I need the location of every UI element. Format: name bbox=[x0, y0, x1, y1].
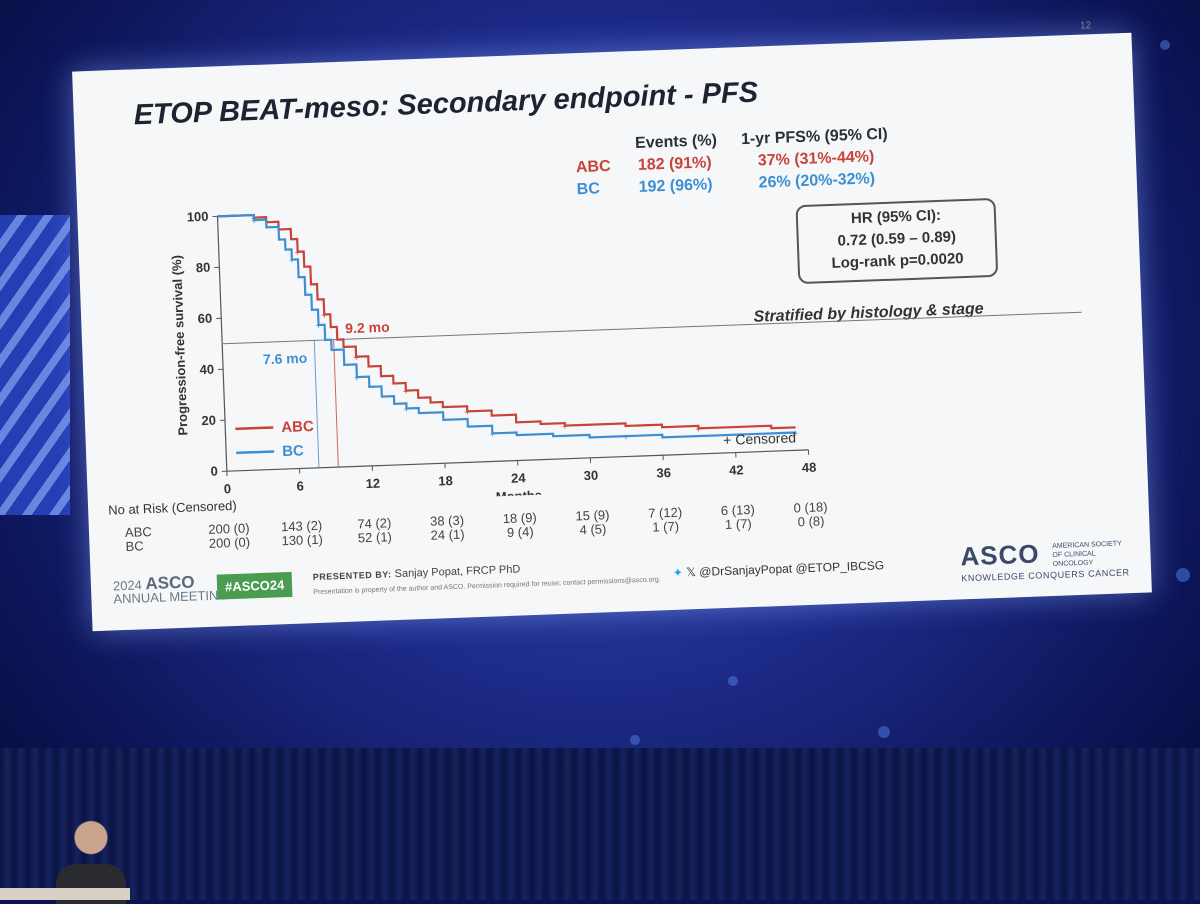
stage-curtain bbox=[0, 748, 1200, 900]
x-tick-label: 6 bbox=[296, 478, 304, 493]
x-tick-label: 18 bbox=[438, 473, 453, 489]
y-axis-title: Progression-free survival (%) bbox=[169, 255, 191, 436]
asco-org-text: AMERICAN SOCIETY OF CLINICAL ONCOLOGY bbox=[1052, 539, 1133, 569]
censor-mark-bc: + bbox=[489, 429, 495, 440]
censor-mark-bc: + bbox=[403, 404, 409, 415]
x-tick-label: 48 bbox=[802, 460, 817, 476]
at-risk-cell: 24 (1) bbox=[415, 526, 480, 543]
presentation-slide: 12 ETOP BEAT-meso: Secondary endpoint - … bbox=[72, 33, 1152, 631]
legend-swatch-bc bbox=[236, 451, 274, 452]
x-tick-label: 36 bbox=[656, 465, 671, 481]
x-tick-label: 30 bbox=[583, 468, 598, 484]
y-tick-label: 20 bbox=[201, 413, 216, 429]
legend-label-abc: ABC bbox=[281, 418, 314, 436]
median-drop-line-abc bbox=[334, 340, 339, 467]
series-line-abc bbox=[217, 195, 795, 448]
y-tick-label: 80 bbox=[196, 260, 211, 276]
handles-text: @DrSanjayPopat @ETOP_IBCSG bbox=[699, 558, 884, 579]
censor-mark-abc: + bbox=[295, 248, 301, 259]
x-axis-title: Months bbox=[496, 488, 543, 505]
at-risk-cell: 1 (7) bbox=[633, 518, 698, 535]
at-risk-cell: 1 (7) bbox=[706, 515, 771, 532]
x-icon: 𝕏 bbox=[686, 565, 696, 579]
twitter-bird-icon: ✦ bbox=[673, 566, 684, 580]
median-label-bc: 7.6 mo bbox=[263, 350, 308, 368]
censor-mark-bc: + bbox=[289, 255, 295, 266]
presented-label: PRESENTED BY: bbox=[313, 569, 392, 582]
censor-mark-bc: + bbox=[251, 216, 257, 227]
censor-mark-abc: + bbox=[562, 422, 568, 433]
x-tick-label: 42 bbox=[729, 462, 744, 478]
background-dot bbox=[1160, 40, 1170, 50]
at-risk-cell: 130 (1) bbox=[270, 531, 335, 548]
at-risk-cell: 4 (5) bbox=[561, 521, 626, 538]
podium bbox=[0, 888, 130, 900]
y-tick-label: 40 bbox=[199, 362, 214, 378]
background-dot bbox=[1176, 568, 1190, 582]
at-risk-cell: 0 (8) bbox=[779, 513, 844, 530]
median-label-abc: 9.2 mo bbox=[345, 319, 390, 337]
background-dot bbox=[728, 676, 738, 686]
censor-mark-bc: + bbox=[354, 373, 360, 384]
x-tick-label: 24 bbox=[511, 470, 527, 486]
meeting-sub: ANNUAL MEETING bbox=[113, 587, 229, 606]
slide-number: 12 bbox=[1080, 20, 1092, 31]
y-tick-label: 100 bbox=[187, 209, 209, 225]
y-tick-label: 60 bbox=[197, 311, 212, 327]
x-tick-label: 12 bbox=[365, 476, 380, 492]
y-tick-label: 0 bbox=[210, 464, 218, 479]
asco-logo-text: ASCO bbox=[960, 538, 1040, 571]
censor-mark-abc: + bbox=[695, 424, 701, 435]
censor-mark-abc: + bbox=[321, 310, 327, 321]
hashtag-badge: #ASCO24 bbox=[217, 572, 293, 600]
background-dot bbox=[878, 726, 890, 738]
meeting-logo: 2024 ASCO ANNUAL MEETING bbox=[113, 574, 229, 605]
at-risk-cell: 52 (1) bbox=[343, 529, 408, 546]
median-drop-line-bc bbox=[314, 340, 319, 467]
presenter-line: PRESENTED BY: Sanjay Popat, FRCP PhD bbox=[313, 564, 521, 584]
at-risk-cell: 9 (4) bbox=[488, 523, 553, 540]
legend-swatch-abc bbox=[235, 427, 273, 428]
censor-mark-bc: + bbox=[623, 432, 629, 443]
asco-logo: ASCO AMERICAN SOCIETY OF CLINICAL ONCOLO… bbox=[960, 538, 1040, 572]
x-tick-label: 0 bbox=[224, 481, 232, 496]
presenter-name: Sanjay Popat, FRCP PhD bbox=[394, 564, 520, 581]
at-risk-cell: 200 (0) bbox=[197, 534, 262, 551]
at-risk-arm-bc: BC bbox=[125, 538, 144, 554]
stage-stripes-decoration bbox=[0, 215, 70, 515]
censored-legend: + Censored bbox=[723, 429, 796, 448]
censor-mark-abc: + bbox=[403, 387, 409, 398]
legend-label-bc: BC bbox=[282, 442, 304, 460]
social-handles: ✦ 𝕏 @DrSanjayPopat @ETOP_IBCSG bbox=[673, 558, 885, 580]
censor-mark-bc: + bbox=[315, 321, 321, 332]
censor-mark-abc: + bbox=[353, 353, 359, 364]
background-dot bbox=[630, 735, 640, 745]
censor-mark-abc: + bbox=[464, 407, 470, 418]
